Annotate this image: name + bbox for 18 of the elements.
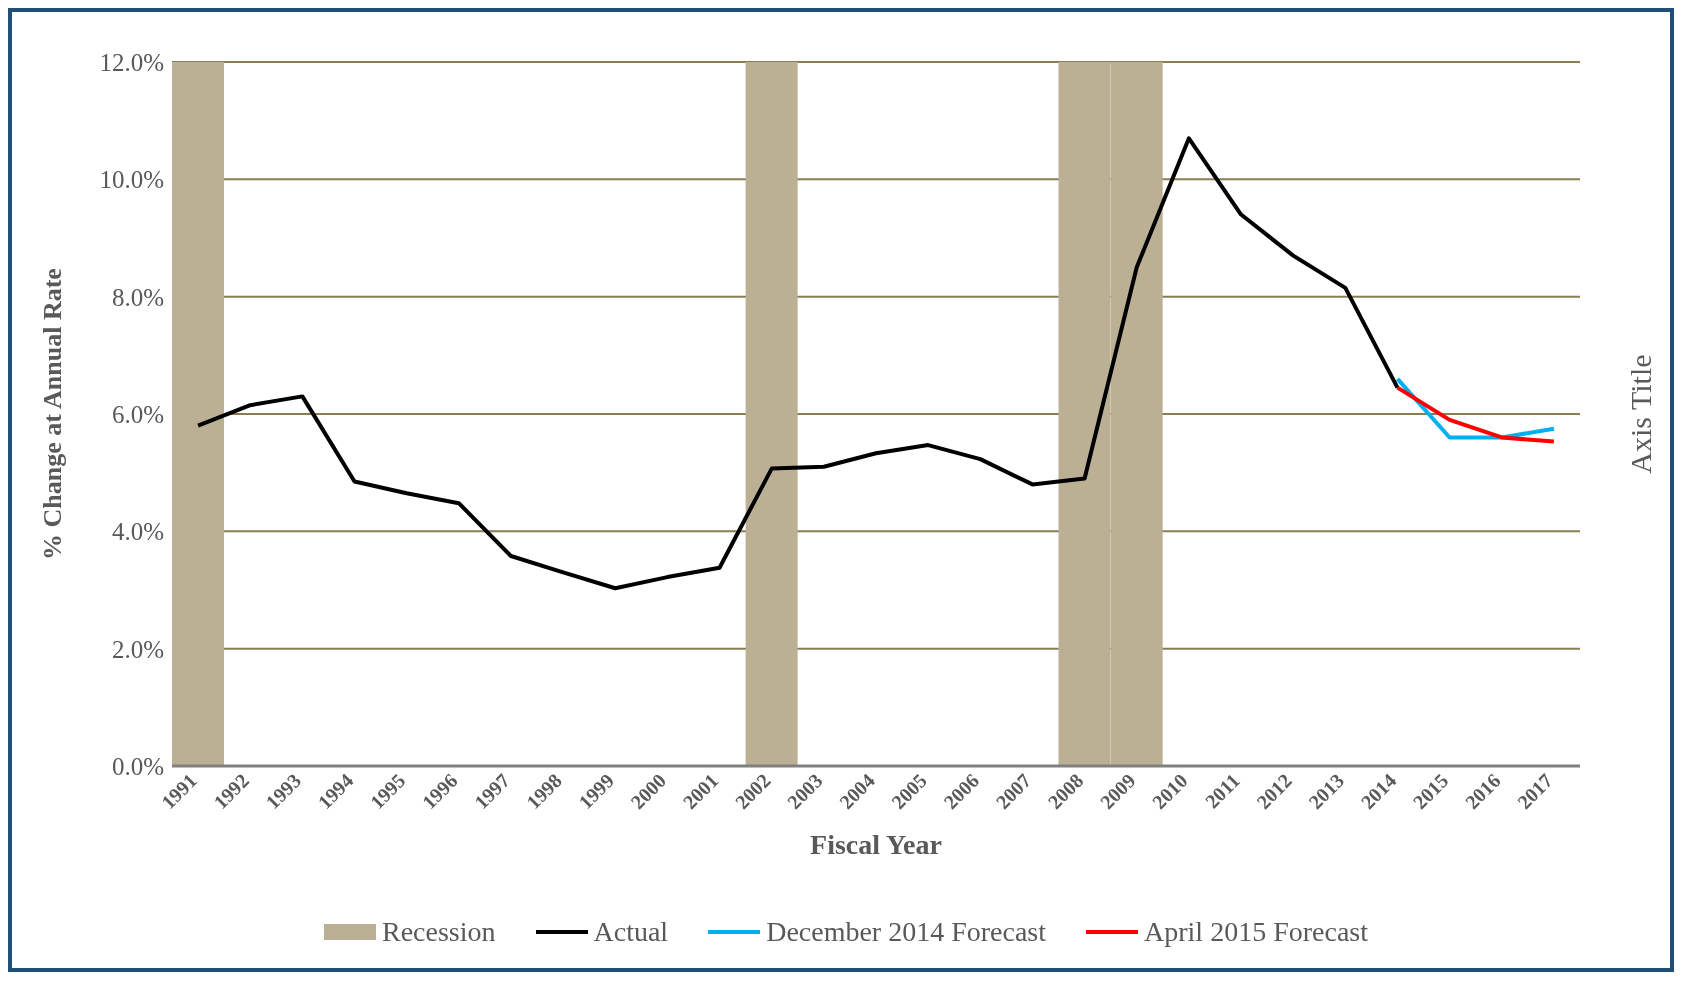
x-axis-title: Fiscal Year	[810, 829, 942, 860]
y-tick-label: 0.0%	[111, 752, 164, 780]
y-tick-label: 6.0%	[111, 400, 164, 428]
y-tick-label: 10.0%	[99, 166, 164, 194]
y-tick-label: 4.0%	[111, 518, 164, 546]
y-tick-label: 8.0%	[111, 283, 164, 311]
y2-axis-title: Axis Title	[1623, 354, 1657, 474]
line-series	[196, 136, 1400, 591]
line-series	[1395, 385, 1556, 444]
legend-label: December 2014 Forecast	[766, 916, 1047, 948]
y-tick-label: 2.0%	[111, 635, 164, 663]
x-tick-label: 1999	[574, 769, 619, 814]
x-tick-label: 2011	[1200, 769, 1244, 813]
legend-label: Actual	[593, 916, 669, 948]
legend-label: Recession	[381, 916, 496, 948]
y-tick-label: 12.0%	[99, 48, 164, 76]
legend-label: April 2015 Forecast	[1144, 916, 1369, 948]
y-axis-title: % Change at Annual Rate	[38, 268, 68, 560]
